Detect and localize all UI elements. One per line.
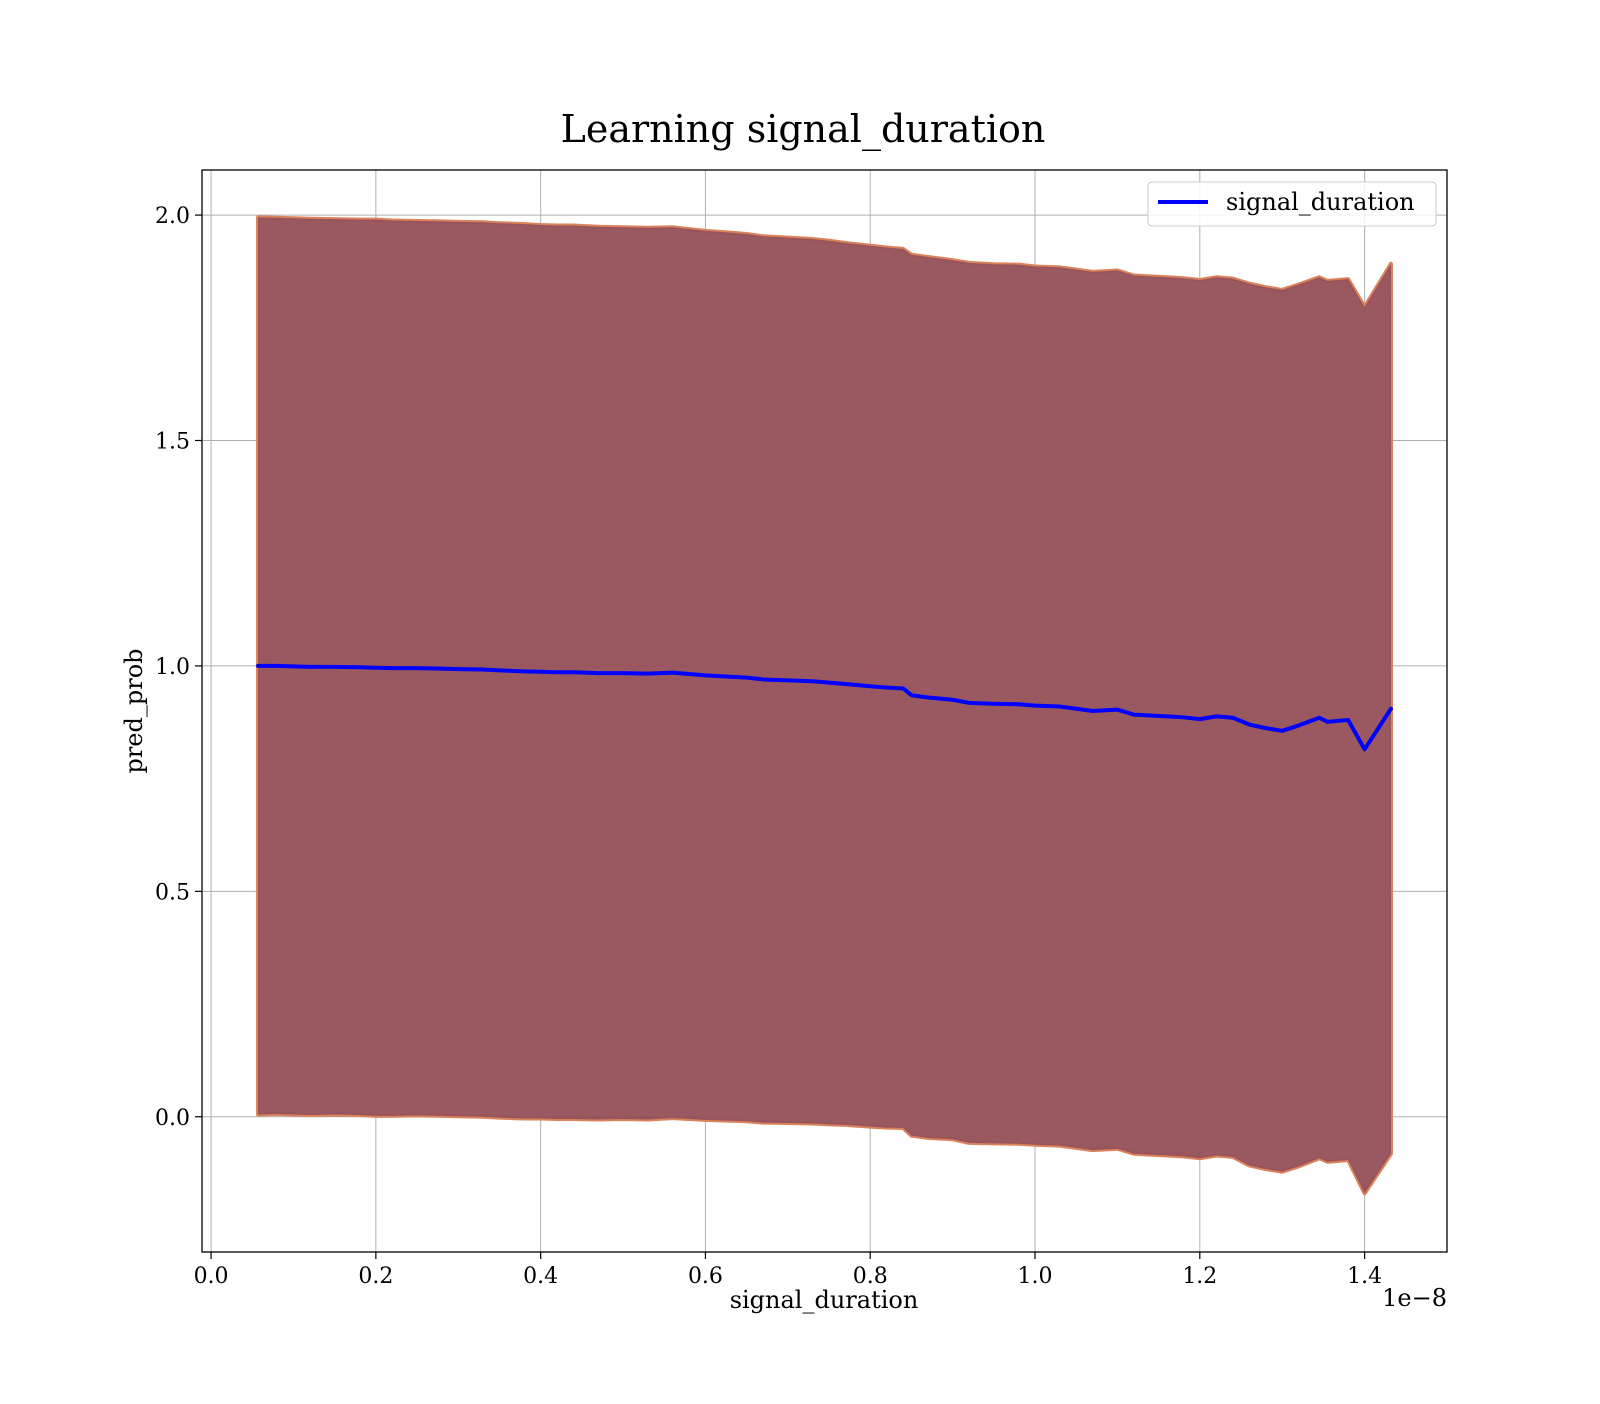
series-point xyxy=(1317,716,1321,720)
series-point xyxy=(687,672,691,676)
series-point xyxy=(596,671,600,675)
series-point xyxy=(1231,716,1235,720)
x-tick-label: 1.4 xyxy=(1347,1264,1382,1289)
series-point xyxy=(497,668,501,672)
series-point xyxy=(926,695,930,699)
series-point xyxy=(1214,714,1218,718)
series-point xyxy=(967,701,971,705)
series-point xyxy=(555,670,559,674)
series-point xyxy=(1074,707,1078,711)
series-point xyxy=(1165,714,1169,718)
series-point xyxy=(539,670,543,674)
series-point xyxy=(728,675,732,679)
y-tick-label: 1.0 xyxy=(155,655,190,680)
chart-title: Learning signal_duration xyxy=(561,107,1046,152)
x-tick-label: 1.0 xyxy=(1018,1264,1053,1289)
series-point xyxy=(1280,729,1284,733)
series-point xyxy=(670,671,674,675)
series-point xyxy=(992,702,996,706)
series-point xyxy=(572,670,576,674)
series-point xyxy=(868,684,872,688)
y-axis-ticks: 0.0 0.5 1.0 1.5 2.0 xyxy=(155,204,202,1131)
y-axis-label: pred_prob xyxy=(120,648,148,773)
series-point xyxy=(786,678,790,682)
series-point xyxy=(827,681,831,685)
legend-box xyxy=(1147,181,1437,227)
series-point xyxy=(1132,713,1136,717)
series-point xyxy=(621,671,625,675)
x-tick-label: 0.6 xyxy=(688,1264,723,1289)
series-point xyxy=(901,686,905,690)
series-point xyxy=(1326,720,1330,724)
series-point xyxy=(1389,707,1393,711)
series-point xyxy=(1115,708,1119,712)
series-point xyxy=(885,686,889,690)
series-point xyxy=(1346,718,1350,722)
series-point xyxy=(761,677,765,681)
series-point xyxy=(522,669,526,673)
series-point xyxy=(1363,747,1367,751)
series-point xyxy=(456,667,460,671)
series-point xyxy=(440,667,444,671)
series-point xyxy=(1058,704,1062,708)
series-point xyxy=(1091,709,1095,713)
series-point xyxy=(256,664,260,668)
x-axis-label: signal_duration xyxy=(730,1286,919,1314)
x-axis-offset-label: 1e−8 xyxy=(1382,1284,1447,1312)
series-point xyxy=(745,676,749,680)
series-point xyxy=(333,665,337,669)
series-point xyxy=(374,666,378,670)
series-point xyxy=(357,665,361,669)
series-point xyxy=(1264,726,1268,730)
series-line-signal-duration xyxy=(256,663,1393,752)
plot-frame xyxy=(201,169,1448,1253)
y-tick-label: 0.0 xyxy=(155,1106,190,1131)
confidence-band-fill xyxy=(258,217,1391,1194)
x-tick-label: 1.2 xyxy=(1182,1264,1217,1289)
series-point xyxy=(1181,715,1185,719)
y-tick-label: 1.5 xyxy=(155,430,190,455)
series-point xyxy=(291,664,295,668)
series-point xyxy=(390,666,394,670)
series-point xyxy=(481,668,485,672)
series-point xyxy=(308,665,312,669)
series-point xyxy=(1033,704,1037,708)
series-lines xyxy=(256,663,1393,752)
series-point xyxy=(703,673,707,677)
series-point xyxy=(909,693,913,697)
x-axis-ticks: 0.0 0.2 0.4 0.6 0.8 1.0 1.2 1.4 xyxy=(194,1252,1382,1289)
series-point xyxy=(275,664,279,668)
y-tick-label: 2.0 xyxy=(155,204,190,229)
series-point xyxy=(1297,723,1301,727)
series-point xyxy=(1148,714,1152,718)
series-point xyxy=(415,666,419,670)
x-tick-label: 0.0 xyxy=(194,1264,229,1289)
legend: signal_duration xyxy=(1147,181,1437,227)
x-tick-label: 0.4 xyxy=(523,1264,558,1289)
series-point xyxy=(1198,717,1202,721)
confidence-band xyxy=(256,215,1393,1196)
y-tick-label: 0.5 xyxy=(155,880,190,905)
x-tick-label: 0.2 xyxy=(358,1264,393,1289)
series-point xyxy=(646,672,650,676)
series-point xyxy=(844,682,848,686)
legend-label: signal_duration xyxy=(1226,188,1415,216)
series-point xyxy=(1017,702,1021,706)
series-point xyxy=(811,679,815,683)
series-point xyxy=(1247,723,1251,727)
series-point xyxy=(951,698,955,702)
x-tick-label: 0.8 xyxy=(853,1264,888,1289)
